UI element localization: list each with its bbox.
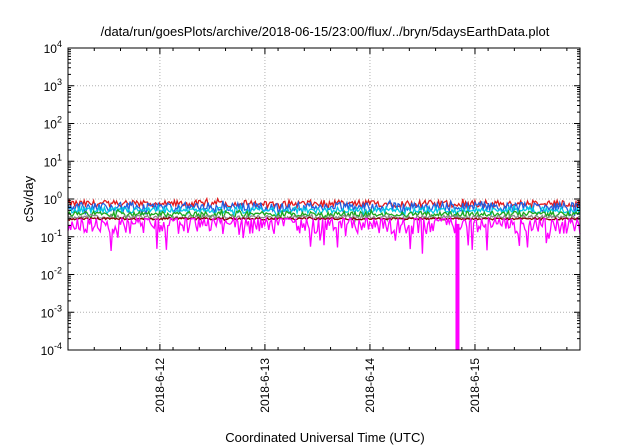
x-tick-label: 2018-6-13	[258, 358, 272, 413]
chart-title: /data/run/goesPlots/archive/2018-06-15/2…	[101, 24, 550, 39]
x-tick-label: 2018-6-14	[363, 358, 377, 413]
x-tick-label: 2018-6-12	[153, 358, 167, 413]
series-group	[67, 196, 581, 351]
grid-lines	[68, 48, 580, 350]
series-line-magenta	[67, 216, 581, 351]
series-line-cyan	[67, 203, 581, 218]
x-axis-label: Coordinated Universal Time (UTC)	[225, 430, 424, 445]
y-axis-label: cSv/day	[21, 175, 36, 222]
x-tick-label: 2018-6-15	[468, 358, 482, 413]
